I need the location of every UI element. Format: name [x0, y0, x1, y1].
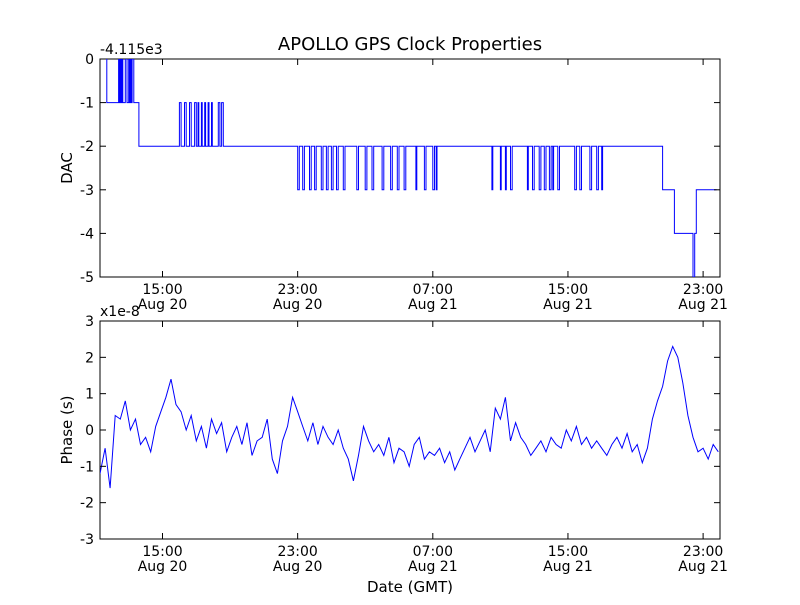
dac-x-tick-time: 23:00: [277, 282, 317, 298]
phase-x-tick-date: Aug 20: [273, 559, 323, 575]
dac-x-tick-date: Aug 21: [408, 297, 458, 313]
dac-x-tick-date: Aug 20: [138, 297, 188, 313]
phase-x-tick-date: Aug 21: [408, 559, 458, 575]
phase-x-tick-time: 23:00: [683, 544, 723, 560]
chart-title: APOLLO GPS Clock Properties: [278, 34, 542, 55]
phase-y-tick-label: 3: [85, 314, 94, 330]
phase-y-tick-label: 1: [85, 387, 94, 403]
phase-x-tick-time: 07:00: [413, 544, 453, 560]
phase-y-tick-label: -1: [80, 459, 94, 475]
phase-y-tick-label: -3: [80, 532, 94, 548]
dac-x-tick-time: 23:00: [683, 282, 723, 298]
dac-y-tick-label: -5: [80, 270, 94, 286]
dac-y-axis-label: DAC: [58, 152, 76, 184]
dac-x-tick-date: Aug 21: [678, 297, 728, 313]
dac-y-tick-label: -4: [80, 226, 94, 242]
phase-y-tick-label: 2: [85, 350, 94, 366]
dac-x-tick-time: 15:00: [142, 282, 182, 298]
dac-x-tick-time: 15:00: [548, 282, 588, 298]
phase-series-line: [100, 345, 719, 489]
dac-x-tick-date: Aug 20: [273, 297, 323, 313]
phase-x-tick-time: 23:00: [277, 544, 317, 560]
phase-x-tick-time: 15:00: [142, 544, 182, 560]
phase-offset-label: x1e-8: [100, 304, 140, 320]
dac-y-tick-label: -3: [80, 183, 94, 199]
phase-x-tick-time: 15:00: [548, 544, 588, 560]
dac-y-tick-label: -1: [80, 96, 94, 112]
dac-x-tick-date: Aug 21: [543, 297, 593, 313]
phase-y-tick-label: 0: [85, 423, 94, 439]
x-axis-label: Date (GMT): [367, 578, 453, 596]
dac-axes-frame: [99, 58, 721, 278]
dac-y-tick-label: 0: [85, 52, 94, 68]
phase-y-tick-label: -2: [80, 496, 94, 512]
dac-y-tick-label: -2: [80, 139, 94, 155]
phase-x-tick-date: Aug 21: [678, 559, 728, 575]
dac-series-line: [100, 59, 717, 277]
phase-x-tick-date: Aug 20: [138, 559, 188, 575]
dac-offset-label: -4.115e3: [100, 42, 163, 58]
dac-x-tick-time: 07:00: [413, 282, 453, 298]
phase-y-axis-label: Phase (s): [58, 395, 76, 464]
phase-x-tick-date: Aug 21: [543, 559, 593, 575]
